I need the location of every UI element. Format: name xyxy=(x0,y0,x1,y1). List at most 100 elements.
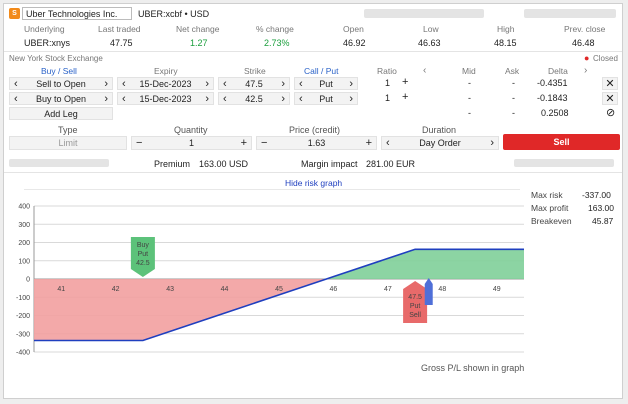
low-label: Low xyxy=(423,24,439,34)
leg2-expiry-selector[interactable]: ‹ 15-Dec-2023 › xyxy=(117,92,214,105)
quantity-label: Quantity xyxy=(174,125,208,135)
symbol-info: UBER:xcbf • USD xyxy=(138,9,210,19)
exchange-name: New York Stock Exchange xyxy=(9,54,103,63)
x-tick-label: 49 xyxy=(493,286,501,293)
chevron-right-icon[interactable]: › xyxy=(104,78,108,90)
redacted-info xyxy=(364,9,484,18)
leg2-type-selector[interactable]: ‹ Put › xyxy=(294,92,358,105)
scroll-left-icon[interactable]: ‹ xyxy=(423,65,427,76)
leg1-remove-button[interactable]: ✕ xyxy=(602,77,618,90)
leg1-delta: -0.4351 xyxy=(537,78,568,88)
buy-put-marker xyxy=(130,237,155,277)
marker-label: Put xyxy=(138,251,149,258)
open-value: 46.92 xyxy=(343,38,366,48)
leg1-side-selector[interactable]: ‹ Sell to Open › xyxy=(9,77,113,90)
leg1-expiry-selector[interactable]: ‹ 15-Dec-2023 › xyxy=(117,77,214,90)
strike-header: Strike xyxy=(244,66,266,76)
leg1-ratio[interactable]: 1 xyxy=(385,78,391,88)
y-tick-label: 200 xyxy=(18,240,30,247)
y-tick-label: 0 xyxy=(26,277,30,284)
chevron-left-icon[interactable]: ‹ xyxy=(14,78,18,90)
x-tick-label: 42 xyxy=(112,286,120,293)
net-change-label: Net change xyxy=(176,24,220,34)
last-traded-label: Last traded xyxy=(98,24,141,34)
leg2-strike-selector[interactable]: ‹ 42.5 › xyxy=(218,92,290,105)
quantity-minus-button[interactable]: − xyxy=(136,137,143,149)
order-type-selector[interactable]: Limit xyxy=(9,136,127,150)
price-minus-button[interactable]: − xyxy=(261,137,268,149)
buy-sell-header: Buy / Sell xyxy=(41,66,77,76)
open-label: Open xyxy=(343,24,364,34)
margin-label: Margin impact xyxy=(301,159,358,169)
x-tick-label: 41 xyxy=(57,286,65,293)
chevron-left-icon[interactable]: ‹ xyxy=(299,93,303,105)
underlying-value[interactable]: UBER:xnys xyxy=(24,38,71,48)
market-status: Closed xyxy=(593,54,618,63)
chevron-right-icon[interactable]: › xyxy=(281,93,285,105)
x-tick-label: 48 xyxy=(438,286,446,293)
close-icon: ✕ xyxy=(605,93,615,105)
chevron-right-icon[interactable]: › xyxy=(349,93,353,105)
chevron-right-icon[interactable]: › xyxy=(490,137,494,149)
leg1-mid: - xyxy=(468,78,471,88)
profit-area xyxy=(326,249,524,279)
chevron-left-icon[interactable]: ‹ xyxy=(122,78,126,90)
leg1-type-selector[interactable]: ‹ Put › xyxy=(294,77,358,90)
chevron-right-icon[interactable]: › xyxy=(281,78,285,90)
quantity-stepper[interactable]: − 1 + xyxy=(131,136,252,150)
chevron-left-icon[interactable]: ‹ xyxy=(223,78,227,90)
max-risk-value: -337.00 xyxy=(582,190,611,200)
sell-button[interactable]: Sell xyxy=(503,134,620,150)
pct-change-value: 2.73% xyxy=(264,38,290,48)
leg1-ratio-plus-button[interactable]: + xyxy=(402,76,409,88)
high-value: 48.15 xyxy=(494,38,517,48)
leg1-strike-selector[interactable]: ‹ 47.5 › xyxy=(218,77,290,90)
premium-value: 163.00 USD xyxy=(199,159,249,169)
ratio-header: Ratio xyxy=(377,66,397,76)
leg2-side-selector[interactable]: ‹ Buy to Open › xyxy=(9,92,113,105)
marker-label: Buy xyxy=(137,242,150,249)
chevron-right-icon[interactable]: › xyxy=(205,93,209,105)
underlying-label: Underlying xyxy=(24,24,65,34)
chevron-left-icon[interactable]: ‹ xyxy=(386,137,390,149)
clear-legs-icon[interactable]: ⊘ xyxy=(606,107,616,119)
order-type-label: Type xyxy=(58,125,78,135)
leg2-ratio-plus-button[interactable]: + xyxy=(402,91,409,103)
chevron-left-icon[interactable]: ‹ xyxy=(223,93,227,105)
chevron-right-icon[interactable]: › xyxy=(205,78,209,90)
hide-risk-graph-link[interactable]: Hide risk graph xyxy=(285,178,343,188)
y-tick-label: -400 xyxy=(16,350,30,357)
last-traded-value: 47.75 xyxy=(110,38,133,48)
price-stepper[interactable]: − 1.63 + xyxy=(256,136,377,150)
low-value: 46.63 xyxy=(418,38,441,48)
scroll-right-icon[interactable]: › xyxy=(584,65,588,76)
total-mid: - xyxy=(468,108,471,118)
leg1-side: Sell to Open xyxy=(36,79,86,89)
add-leg-button[interactable]: Add Leg xyxy=(9,107,113,120)
leg2-strike: 42.5 xyxy=(245,94,263,104)
margin-value: 281.00 EUR xyxy=(366,159,416,169)
quantity-plus-button[interactable]: + xyxy=(240,137,247,149)
price-value[interactable]: 1.63 xyxy=(307,138,326,148)
sell-put-marker xyxy=(403,281,428,323)
chevron-right-icon[interactable]: › xyxy=(104,93,108,105)
chevron-right-icon[interactable]: › xyxy=(349,78,353,90)
redacted-info xyxy=(514,159,614,167)
close-icon: ✕ xyxy=(605,78,615,90)
max-risk-label: Max risk xyxy=(531,190,563,200)
duration-selector[interactable]: ‹ Day Order › xyxy=(381,136,499,150)
leg2-remove-button[interactable]: ✕ xyxy=(602,92,618,105)
prev-close-label: Prev. close xyxy=(564,24,606,34)
quantity-value[interactable]: 1 xyxy=(188,138,194,148)
price-plus-button[interactable]: + xyxy=(365,137,372,149)
leg2-ratio[interactable]: 1 xyxy=(385,93,391,103)
total-ask: - xyxy=(512,108,515,118)
leg2-side: Buy to Open xyxy=(35,94,87,104)
chevron-left-icon[interactable]: ‹ xyxy=(122,93,126,105)
add-leg-label: Add Leg xyxy=(44,109,78,119)
chevron-left-icon[interactable]: ‹ xyxy=(299,78,303,90)
pct-change-label: % change xyxy=(256,24,294,34)
chevron-left-icon[interactable]: ‹ xyxy=(14,93,18,105)
instrument-name[interactable]: Uber Technologies Inc. xyxy=(22,7,132,20)
order-type-value: Limit xyxy=(58,138,78,148)
